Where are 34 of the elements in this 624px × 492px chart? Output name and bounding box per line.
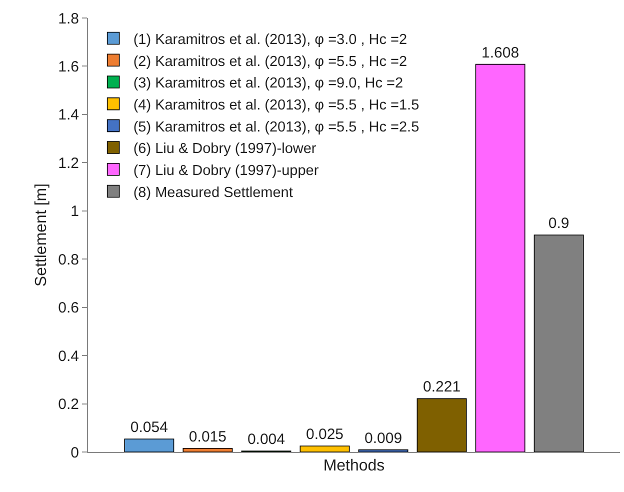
- bar: [124, 438, 174, 452]
- data-label: 0.025: [306, 426, 344, 443]
- bar: [416, 398, 467, 452]
- legend-label: (4) Karamitros et al. (2013), φ =5.5 , Hc =1.5: [133, 97, 420, 114]
- legend-label: (1) Karamitros et al. (2013), φ =3.0 , Hc =2: [133, 32, 408, 48]
- data-label: 0.221: [423, 378, 461, 396]
- data-label: 0.015: [188, 428, 226, 446]
- data-label: 0.054: [130, 418, 168, 436]
- legend-label: (8) Measured Settlement: [133, 184, 293, 201]
- y-tick-label: 0: [70, 444, 79, 462]
- legend-label: (5) Karamitros et al. (2013), φ =5.5 , Hc =2.5: [133, 119, 420, 136]
- legend-label: (6) Liu & Dobry (1997)-lower: [133, 141, 316, 158]
- data-label: 1.608: [482, 44, 520, 62]
- y-tick-label: 1.2: [58, 154, 79, 172]
- legend-label: (7) Liu & Dobry (1997)-upper: [133, 163, 319, 180]
- y-tick-label: 1.8: [58, 10, 79, 28]
- y-tick-label: 0.8: [58, 251, 79, 268]
- x-axis-title: Methods: [323, 458, 385, 475]
- y-tick-label: 0.2: [58, 396, 79, 414]
- data-label: 0.9: [548, 215, 570, 232]
- y-axis-title: Settlement [m]: [33, 183, 50, 287]
- y-tick-label: 0.6: [58, 300, 79, 317]
- y-tick-label: 0.4: [58, 348, 79, 365]
- data-label: 0.009: [364, 430, 402, 447]
- y-tick-label: 1.4: [58, 106, 79, 124]
- bar: [475, 64, 526, 452]
- bar: [182, 448, 233, 452]
- y-tick-label: 1.6: [58, 58, 79, 76]
- y-tick-label: 1: [70, 203, 79, 220]
- legend-label: (3) Karamitros et al. (2013), φ =9.0, Hc =2: [133, 76, 404, 92]
- legend-label: (2) Karamitros et al. (2013), φ =5.5 , Hc =2: [133, 54, 408, 70]
- data-label: 0.004: [247, 431, 285, 448]
- bar: [358, 449, 408, 452]
- bar: [300, 446, 350, 452]
